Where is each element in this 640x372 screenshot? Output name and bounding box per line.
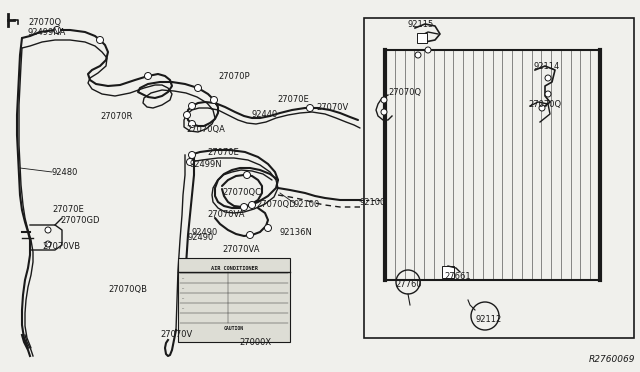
Circle shape [211, 96, 218, 103]
Text: 27070VA: 27070VA [222, 245, 259, 254]
Text: 27661: 27661 [444, 272, 470, 281]
Text: 27070Q: 27070Q [28, 18, 61, 27]
Text: 92100: 92100 [360, 198, 387, 207]
Text: 27070QD: 27070QD [256, 200, 296, 209]
Text: 92499NA: 92499NA [28, 28, 67, 37]
Circle shape [381, 97, 387, 103]
Text: 92480: 92480 [52, 168, 78, 177]
Circle shape [381, 109, 387, 115]
Text: 92499N: 92499N [190, 160, 223, 169]
Text: R2760069: R2760069 [589, 355, 635, 364]
Text: 27070E: 27070E [52, 205, 84, 214]
Text: 27070QB: 27070QB [108, 285, 147, 294]
Circle shape [189, 121, 195, 128]
Text: —: — [182, 286, 184, 290]
Text: AIR CONDITIONER: AIR CONDITIONER [211, 266, 257, 271]
Circle shape [248, 202, 255, 208]
Text: 27070V: 27070V [160, 330, 192, 339]
Text: 92100: 92100 [294, 200, 320, 209]
Circle shape [545, 91, 551, 97]
Text: 27070QA: 27070QA [186, 125, 225, 134]
Circle shape [545, 75, 551, 81]
Circle shape [54, 26, 61, 33]
Text: 27070R: 27070R [100, 112, 132, 121]
Circle shape [45, 241, 51, 247]
Circle shape [195, 84, 202, 92]
Text: —: — [182, 296, 184, 300]
Text: —: — [182, 306, 184, 310]
Text: 27070VA: 27070VA [207, 210, 244, 219]
Text: 92112: 92112 [476, 315, 502, 324]
Text: 27070GD: 27070GD [60, 216, 99, 225]
Text: 27070E: 27070E [207, 148, 239, 157]
Circle shape [184, 112, 191, 119]
Circle shape [186, 158, 193, 166]
Circle shape [264, 224, 271, 231]
Circle shape [243, 171, 250, 179]
Text: 92490: 92490 [192, 228, 218, 237]
Text: 92115: 92115 [408, 20, 435, 29]
Text: 27070Q: 27070Q [528, 100, 561, 109]
Circle shape [241, 203, 248, 211]
Text: 92114: 92114 [533, 62, 559, 71]
Text: 27070QC: 27070QC [222, 188, 261, 197]
Circle shape [189, 151, 195, 158]
Bar [178, 258, 290, 342]
Circle shape [246, 231, 253, 238]
Bar [417, 33, 427, 43]
Circle shape [539, 105, 545, 111]
Text: 92440: 92440 [251, 110, 277, 119]
Text: 27760: 27760 [395, 280, 422, 289]
Text: 27070E: 27070E [277, 95, 308, 104]
Text: 92136N: 92136N [280, 228, 313, 237]
Circle shape [415, 52, 421, 58]
Text: 27000X: 27000X [239, 338, 271, 347]
Circle shape [189, 103, 195, 109]
Circle shape [97, 36, 104, 44]
Bar [364, 18, 634, 338]
Circle shape [45, 227, 51, 233]
Circle shape [307, 105, 314, 112]
Bar [442, 266, 454, 278]
Text: 27070P: 27070P [218, 72, 250, 81]
Text: CAUTION: CAUTION [224, 326, 244, 331]
Circle shape [145, 73, 152, 80]
Text: 27070Q: 27070Q [388, 88, 421, 97]
Text: 27070V: 27070V [316, 103, 348, 112]
Text: 27070VB: 27070VB [42, 242, 80, 251]
Circle shape [425, 47, 431, 53]
Text: 92490: 92490 [188, 233, 214, 242]
Text: —: — [182, 276, 184, 280]
